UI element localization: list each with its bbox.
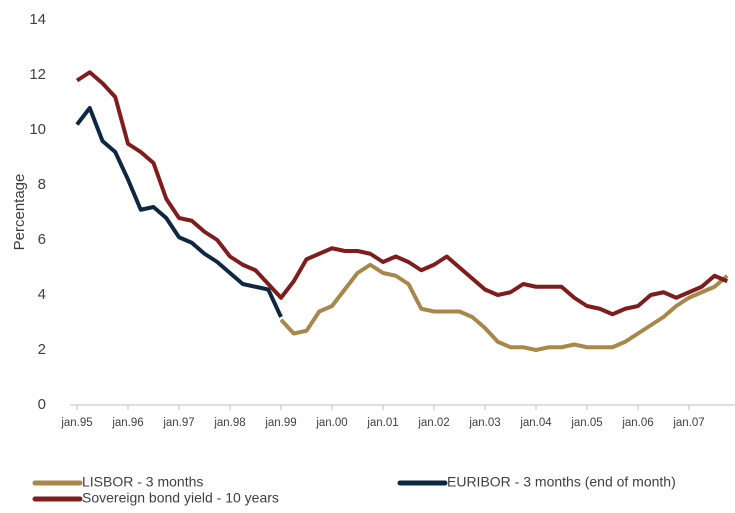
y-tick-label: 10 bbox=[29, 121, 46, 138]
x-tick-label: jan.95 bbox=[60, 417, 92, 429]
x-tick-label: jan.03 bbox=[468, 417, 500, 429]
series-line bbox=[75, 106, 283, 318]
legend-label: LISBOR - 3 months bbox=[82, 474, 203, 490]
y-tick-label: 0 bbox=[38, 396, 46, 413]
series-line bbox=[279, 262, 729, 352]
y-tick-label: 6 bbox=[38, 231, 46, 248]
x-tick-label: jan.06 bbox=[621, 417, 653, 429]
y-tick-label: 4 bbox=[38, 286, 46, 303]
series-line bbox=[75, 70, 729, 317]
legend-label: EURIBOR - 3 months (end of month) bbox=[447, 474, 676, 490]
x-tick-label: jan.05 bbox=[570, 417, 602, 429]
y-tick-label: 14 bbox=[29, 11, 46, 28]
x-tick-label: jan.96 bbox=[111, 417, 143, 429]
x-tick-label: jan.00 bbox=[315, 417, 347, 429]
x-tick-label: jan.99 bbox=[264, 417, 296, 429]
y-tick-label: 2 bbox=[38, 341, 46, 358]
legend-label: Sovereign bond yield - 10 years bbox=[82, 490, 279, 506]
x-tick-label: jan.97 bbox=[162, 417, 194, 429]
x-tick-label: jan.02 bbox=[417, 417, 449, 429]
x-tick-label: jan.98 bbox=[213, 417, 245, 429]
y-axis-label: Percentage bbox=[11, 174, 28, 251]
y-tick-label: 12 bbox=[29, 66, 46, 83]
x-tick-label: jan.01 bbox=[366, 417, 398, 429]
x-tick-label: jan.04 bbox=[519, 417, 552, 429]
y-tick-label: 8 bbox=[38, 176, 46, 193]
x-tick-label: jan.07 bbox=[672, 417, 704, 429]
